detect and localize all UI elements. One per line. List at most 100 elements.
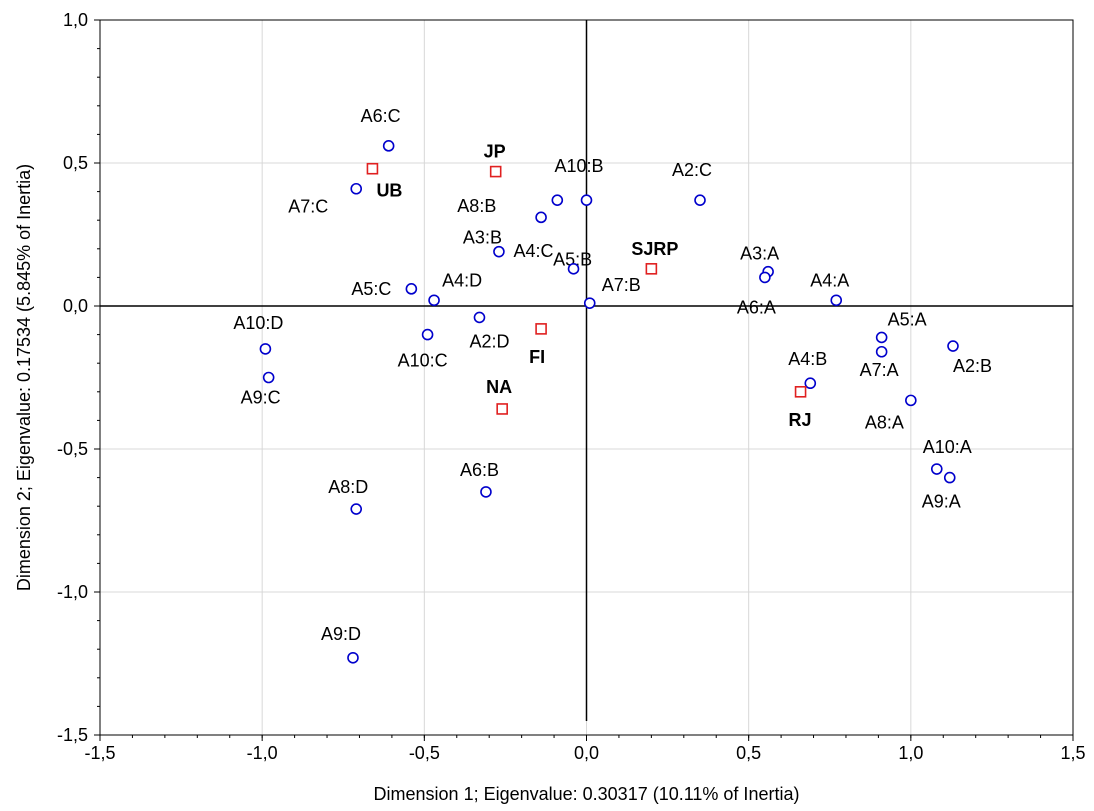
x-tick-label: 0,0 xyxy=(574,743,599,763)
point-label: A5:A xyxy=(888,309,927,329)
axis-ticks: -1,5 -1,0 -0,5 0,0 0,5 1,0 1,5 -1,5 -1,0 -0,5 0,0 0… xyxy=(57,10,1086,763)
point-marker xyxy=(875,345,888,358)
point-marker xyxy=(830,294,843,307)
point-label: A4:B xyxy=(788,349,827,369)
group-marker xyxy=(535,323,547,335)
data-point: A4:B xyxy=(788,349,827,390)
point-label: A5:B xyxy=(553,249,592,269)
point-marker xyxy=(551,194,564,206)
data-point: A8:D xyxy=(328,477,368,515)
point-label: A4:A xyxy=(810,270,849,290)
point-label: A6:A xyxy=(737,297,776,317)
data-point: FI xyxy=(529,323,547,367)
data-point: A5:C xyxy=(351,279,418,299)
point-marker xyxy=(535,211,547,224)
point-marker xyxy=(875,331,888,344)
point-label: A8:B xyxy=(457,196,496,216)
point-marker xyxy=(405,283,418,295)
data-point: A7:A xyxy=(860,345,899,380)
point-marker xyxy=(930,463,943,475)
point-marker xyxy=(567,263,580,275)
data-point: A4:A xyxy=(810,270,849,307)
data-point: A2:B xyxy=(947,340,992,376)
point-label: RJ xyxy=(789,410,812,430)
group-marker xyxy=(794,385,807,398)
data-point: A6:C xyxy=(361,106,401,152)
group-marker xyxy=(489,165,502,178)
data-point: UB xyxy=(366,162,402,201)
point-label: A9:A xyxy=(922,492,961,512)
point-marker xyxy=(350,182,363,195)
point-label: A5:C xyxy=(351,279,391,299)
data-point: A2:D xyxy=(469,311,510,351)
data-point: A9:D xyxy=(321,624,361,664)
point-label: SJRP xyxy=(631,239,678,259)
point-label: UB xyxy=(376,181,402,201)
point-marker xyxy=(759,271,771,284)
point-marker xyxy=(694,194,706,206)
point-marker xyxy=(421,328,434,341)
point-label: A3:A xyxy=(740,244,779,264)
point-marker xyxy=(943,471,956,484)
x-axis-title: Dimension 1; Eigenvalue: 0.30317 (10.11%… xyxy=(374,784,800,804)
point-marker xyxy=(493,245,505,258)
x-tick-label: 1,0 xyxy=(898,743,923,763)
data-point: A10:B xyxy=(555,156,604,206)
point-label: A6:B xyxy=(460,460,499,480)
data-point: A2:C xyxy=(672,160,712,206)
point-label: A9:C xyxy=(241,388,281,408)
y-tick-label: -0,5 xyxy=(57,439,88,459)
data-point: A7:B xyxy=(583,275,641,309)
y-tick-label: -1,0 xyxy=(57,582,88,602)
y-axis-title: Dimension 2; Eigenvalue: 0.17534 (5.845%… xyxy=(14,164,34,591)
point-marker xyxy=(905,394,917,407)
data-point: RJ xyxy=(789,385,812,430)
x-tick-label: -1,0 xyxy=(247,743,278,763)
point-label: A3:B xyxy=(463,228,502,248)
point-marker xyxy=(428,294,440,307)
point-label: A10:A xyxy=(923,437,972,457)
point-marker xyxy=(583,297,596,309)
data-point: A9:A xyxy=(922,471,961,512)
x-tick-label: 0,5 xyxy=(736,743,761,763)
x-tick-label: -1,5 xyxy=(84,743,115,763)
data-point: A10:D xyxy=(233,313,283,355)
group-marker xyxy=(366,162,379,175)
y-tick-label: 0,0 xyxy=(63,296,88,316)
point-marker xyxy=(382,140,395,152)
point-label: A7:A xyxy=(860,360,899,380)
data-point: A6:A xyxy=(737,271,776,317)
point-label: A2:C xyxy=(672,160,712,180)
point-label: A7:C xyxy=(288,197,328,217)
data-point: A8:B xyxy=(457,194,564,216)
y-tick-label: 1,0 xyxy=(63,10,88,30)
point-marker xyxy=(480,486,492,498)
group-marker xyxy=(645,263,658,275)
point-label: A2:D xyxy=(469,331,509,351)
point-label: A10:B xyxy=(555,156,604,176)
data-points: A6:C A7:C A10:B A8:B A2:C A5:B A3:B A4:C A3:A A6:… xyxy=(233,106,992,664)
point-marker xyxy=(347,651,359,664)
data-point: SJRP xyxy=(631,239,678,275)
data-point: A5:B xyxy=(535,211,592,269)
data-point: A5:A xyxy=(875,309,927,344)
data-point: A7:C xyxy=(288,182,363,217)
data-point: A8:A xyxy=(865,394,917,432)
point-marker xyxy=(804,377,817,390)
data-point: A4:D xyxy=(428,270,482,307)
point-label: A4:C xyxy=(514,241,554,261)
data-point: NA xyxy=(486,377,512,415)
point-label: FI xyxy=(529,347,545,367)
y-tick-label: -1,5 xyxy=(57,725,88,745)
data-point: A3:B xyxy=(463,228,505,258)
point-marker xyxy=(350,503,363,515)
x-tick-label: -0,5 xyxy=(409,743,440,763)
y-tick-label: 0,5 xyxy=(63,153,88,173)
group-marker xyxy=(496,403,508,415)
data-point: A9:C xyxy=(241,371,281,408)
data-point: A4:C xyxy=(514,241,580,275)
point-label: A6:C xyxy=(361,106,401,126)
point-marker xyxy=(947,340,959,352)
point-label: A8:A xyxy=(865,412,904,432)
data-point: A6:B xyxy=(460,460,499,498)
